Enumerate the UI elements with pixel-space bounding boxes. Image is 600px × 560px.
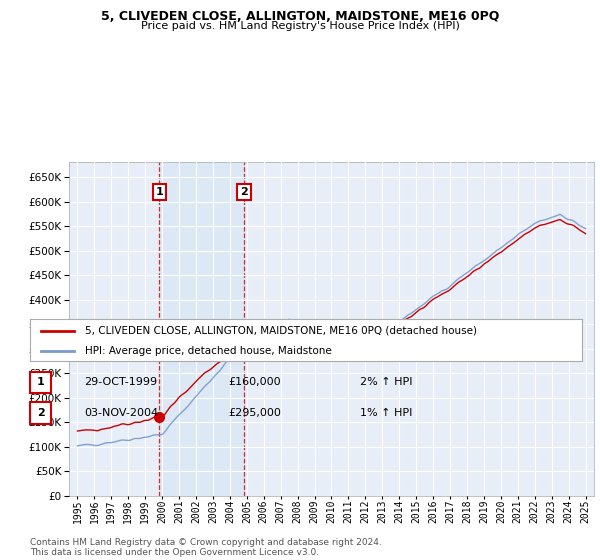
- Text: 5, CLIVEDEN CLOSE, ALLINGTON, MAIDSTONE, ME16 0PQ: 5, CLIVEDEN CLOSE, ALLINGTON, MAIDSTONE,…: [101, 10, 499, 23]
- Text: Price paid vs. HM Land Registry's House Price Index (HPI): Price paid vs. HM Land Registry's House …: [140, 21, 460, 31]
- Text: 2: 2: [37, 408, 44, 418]
- Text: 1: 1: [155, 187, 163, 197]
- Text: 2% ↑ HPI: 2% ↑ HPI: [360, 377, 413, 387]
- Text: £295,000: £295,000: [228, 408, 281, 418]
- Text: 2: 2: [240, 187, 248, 197]
- Text: 1% ↑ HPI: 1% ↑ HPI: [360, 408, 412, 418]
- Text: HPI: Average price, detached house, Maidstone: HPI: Average price, detached house, Maid…: [85, 346, 332, 356]
- Text: £160,000: £160,000: [228, 377, 281, 387]
- Text: 03-NOV-2004: 03-NOV-2004: [84, 408, 158, 418]
- Text: 5, CLIVEDEN CLOSE, ALLINGTON, MAIDSTONE, ME16 0PQ (detached house): 5, CLIVEDEN CLOSE, ALLINGTON, MAIDSTONE,…: [85, 325, 477, 335]
- Bar: [159, 162, 244, 496]
- Text: 29-OCT-1999: 29-OCT-1999: [84, 377, 157, 387]
- Text: Contains HM Land Registry data © Crown copyright and database right 2024.
This d: Contains HM Land Registry data © Crown c…: [30, 538, 382, 557]
- Text: 1: 1: [37, 377, 44, 387]
